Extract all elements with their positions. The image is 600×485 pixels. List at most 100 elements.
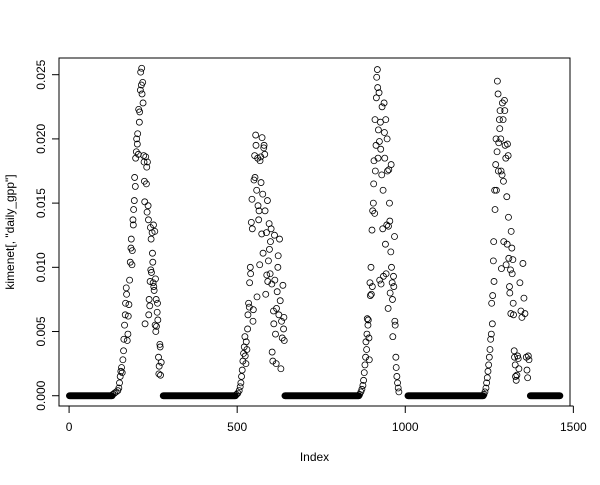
data-point — [361, 361, 369, 369]
data-point — [277, 365, 285, 373]
data-point — [511, 361, 519, 369]
data-point — [487, 330, 495, 338]
data-point — [514, 352, 521, 360]
x-tick-label: 0 — [66, 420, 73, 434]
data-point — [502, 154, 510, 162]
data-point — [479, 392, 487, 400]
data-point — [391, 321, 399, 329]
data-point — [251, 174, 259, 181]
data-point — [148, 269, 155, 276]
y-axis: 0.000 0.005 0.010 0.015 0.020 0.025 — [34, 59, 60, 411]
data-point — [510, 347, 518, 355]
data-point — [262, 290, 270, 298]
data-point — [280, 313, 288, 321]
data-point — [372, 94, 380, 102]
data-point — [258, 134, 266, 142]
data-point — [496, 125, 504, 133]
data-point — [391, 317, 399, 325]
data-point — [365, 334, 373, 342]
data-point — [364, 321, 372, 329]
data-point — [389, 333, 397, 341]
data-point — [518, 313, 526, 321]
data-point — [129, 216, 137, 224]
data-point — [500, 177, 507, 185]
data-point — [355, 392, 363, 400]
data-point — [242, 360, 250, 368]
data-point — [483, 379, 491, 387]
data-point — [376, 118, 384, 126]
data-point — [124, 312, 132, 320]
data-point — [371, 116, 379, 124]
data-point — [367, 263, 375, 271]
data-point — [238, 366, 246, 374]
data-point — [143, 180, 150, 188]
data-point — [390, 283, 398, 290]
data-point — [379, 225, 387, 233]
data-point — [494, 90, 502, 98]
y-tick-label: 0.010 — [34, 252, 48, 282]
data-point — [139, 79, 147, 86]
data-point — [496, 107, 504, 115]
x-tick-label: 1500 — [560, 420, 587, 434]
x-tick-label: 1000 — [392, 420, 419, 434]
data-point — [157, 358, 165, 366]
data-point — [152, 275, 159, 283]
data-point — [247, 218, 255, 226]
data-point — [127, 235, 135, 243]
data-point — [493, 77, 501, 85]
data-point — [392, 353, 400, 361]
data-point — [244, 325, 252, 333]
data-point — [507, 227, 515, 235]
data-point — [268, 348, 276, 356]
data-point — [137, 68, 145, 76]
data-point — [386, 199, 393, 207]
data-point — [266, 270, 274, 278]
data-point — [258, 230, 266, 238]
data-point — [274, 252, 282, 260]
data-point — [276, 297, 284, 305]
data-point — [116, 379, 123, 387]
data-point — [124, 330, 132, 338]
data-point — [490, 278, 498, 285]
data-point — [276, 235, 283, 243]
data-point — [273, 305, 280, 312]
data-point — [395, 388, 403, 396]
data-point — [140, 158, 148, 166]
data-point — [245, 299, 253, 307]
data-point — [509, 256, 517, 264]
data-point — [253, 293, 261, 301]
data-point — [237, 379, 245, 387]
data-point — [139, 99, 147, 107]
data-point — [130, 197, 138, 204]
data-point — [263, 271, 271, 279]
data-point — [494, 167, 502, 175]
data-point — [489, 257, 497, 265]
data-point — [117, 367, 125, 375]
data-point — [153, 308, 161, 316]
data-point — [523, 366, 531, 374]
data-point — [374, 126, 382, 134]
data-point — [504, 140, 511, 148]
data-point — [155, 362, 163, 370]
data-point — [393, 373, 401, 380]
data-point — [481, 388, 489, 396]
data-point — [241, 333, 249, 341]
data-point — [236, 383, 244, 391]
data-point — [512, 376, 520, 384]
data-point — [150, 283, 158, 290]
data-point — [264, 197, 271, 204]
data-point — [260, 141, 268, 149]
data-point — [508, 244, 516, 252]
data-point — [152, 328, 160, 335]
data-point — [154, 299, 161, 307]
data-point — [374, 154, 382, 162]
data-point — [358, 385, 366, 393]
data-point — [485, 361, 493, 369]
data-point — [506, 283, 513, 290]
data-point — [249, 306, 257, 314]
data-point — [373, 73, 381, 81]
data-point — [482, 384, 490, 392]
data-point — [260, 144, 268, 152]
data-point — [147, 266, 155, 274]
data-point — [138, 64, 146, 72]
